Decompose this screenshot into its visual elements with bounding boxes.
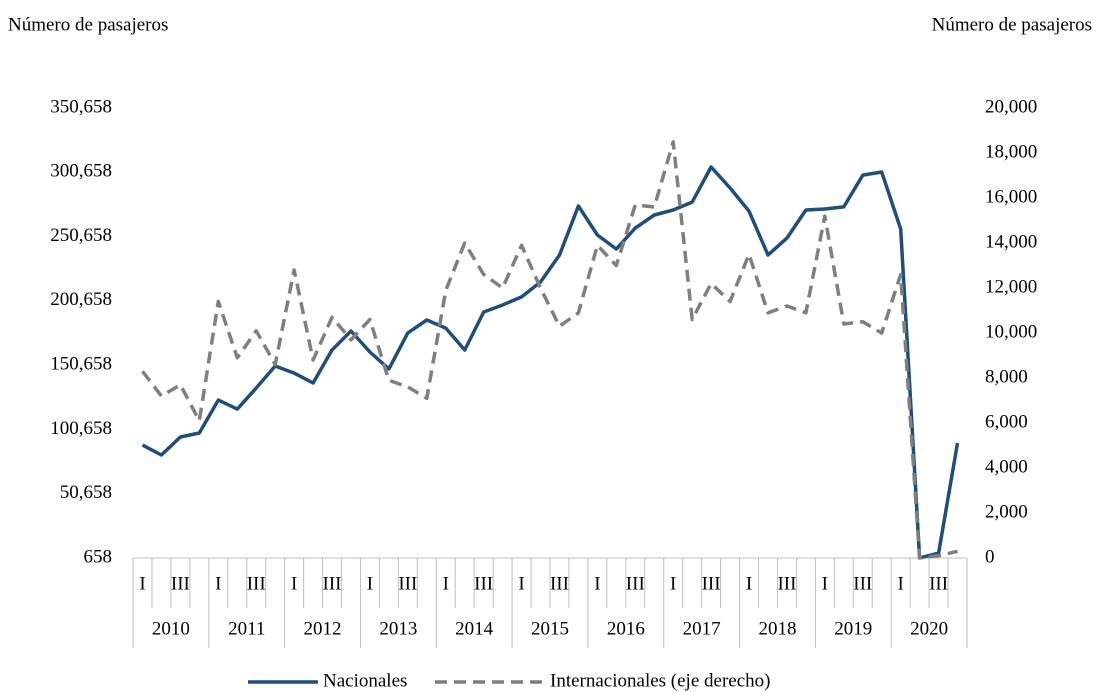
y2-axis-label: Número de pasajeros bbox=[932, 14, 1092, 35]
y-axis-label: Número de pasajeros bbox=[8, 14, 168, 35]
x-tick-label: III bbox=[247, 573, 266, 594]
year-label: 2011 bbox=[228, 618, 265, 639]
x-tick-label: I bbox=[518, 573, 524, 594]
year-label: 2010 bbox=[152, 618, 190, 639]
x-tick-label: I bbox=[291, 573, 297, 594]
y-tick-label: 50,658 bbox=[60, 482, 112, 503]
y2-tick-label: 6,000 bbox=[985, 411, 1028, 432]
y-tick-label: 200,658 bbox=[50, 289, 112, 310]
data-line bbox=[141, 140, 958, 560]
year-label: 2017 bbox=[683, 618, 721, 639]
year-label: 2020 bbox=[910, 618, 948, 639]
y-tick-label: 658 bbox=[84, 546, 113, 567]
year-label: 2012 bbox=[304, 618, 342, 639]
x-tick-label: III bbox=[853, 573, 872, 594]
y2-tick-label: 14,000 bbox=[985, 231, 1037, 252]
y2-tick-label: 16,000 bbox=[985, 186, 1037, 207]
x-tick-label: I bbox=[670, 573, 676, 594]
x-tick-label: III bbox=[398, 573, 417, 594]
year-label: 2019 bbox=[834, 618, 872, 639]
year-label: 2018 bbox=[758, 618, 796, 639]
y2-tick-label: 8,000 bbox=[985, 366, 1028, 387]
y2-tick-label: 10,000 bbox=[985, 321, 1037, 342]
data-line bbox=[141, 165, 960, 560]
y2-tick-label: 0 bbox=[985, 546, 995, 567]
x-tick-label: III bbox=[474, 573, 493, 594]
year-label: 2013 bbox=[379, 618, 417, 639]
x-tick-label: I bbox=[897, 573, 903, 594]
y2-tick-label: 18,000 bbox=[985, 141, 1037, 162]
x-tick-label: III bbox=[550, 573, 569, 594]
x-tick-label: III bbox=[777, 573, 796, 594]
x-tick-label: III bbox=[171, 573, 190, 594]
y-tick-label: 350,658 bbox=[50, 96, 112, 117]
y-tick-label: 150,658 bbox=[50, 354, 112, 375]
x-tick-label: III bbox=[323, 573, 342, 594]
year-label: 2015 bbox=[531, 618, 569, 639]
legend-label: Nacionales bbox=[323, 670, 407, 691]
x-tick-label: I bbox=[746, 573, 752, 594]
y-tick-label: 300,658 bbox=[50, 161, 112, 182]
y2-tick-label: 2,000 bbox=[985, 501, 1028, 522]
x-tick-label: III bbox=[702, 573, 721, 594]
y-tick-label: 250,658 bbox=[50, 225, 112, 246]
x-tick-label: III bbox=[929, 573, 948, 594]
y2-tick-label: 4,000 bbox=[985, 456, 1028, 477]
y2-tick-label: 20,000 bbox=[985, 96, 1037, 117]
x-tick-label: I bbox=[367, 573, 373, 594]
x-tick-label: I bbox=[443, 573, 449, 594]
y-tick-label: 100,658 bbox=[50, 418, 112, 439]
x-tick-label: I bbox=[594, 573, 600, 594]
y2-tick-label: 12,000 bbox=[985, 276, 1037, 297]
x-tick-label: I bbox=[139, 573, 145, 594]
x-tick-label: I bbox=[215, 573, 221, 594]
x-tick-label: I bbox=[822, 573, 828, 594]
legend-label: Internacionales (eje derecho) bbox=[550, 670, 770, 691]
year-label: 2016 bbox=[607, 618, 645, 639]
year-label: 2014 bbox=[455, 618, 494, 639]
x-tick-label: III bbox=[626, 573, 645, 594]
